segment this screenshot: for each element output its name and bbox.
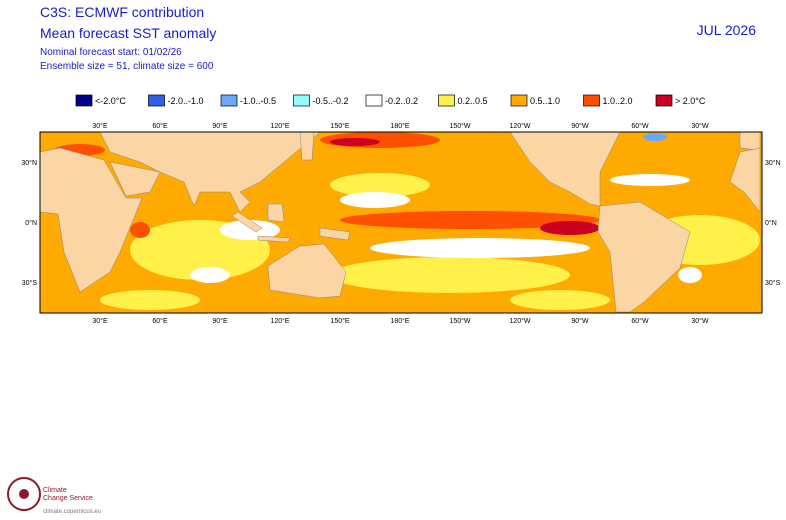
subtitle-line: Ensemble size = 51, climate size = 600 (40, 61, 214, 72)
map: 30°E 30°E 60°E 60°E 90°E 90°E 120°E 120°E 150°E 1… (21, 122, 780, 325)
legend-swatch (655, 94, 673, 107)
land (40, 132, 761, 313)
longitude-label: 60°E (152, 317, 168, 325)
longitude-label: 180°E (390, 317, 409, 325)
longitude-label: 30°W (691, 122, 709, 130)
legend-swatch (148, 94, 165, 107)
longitude-label: 90°W (571, 122, 589, 130)
longitude-label: 30°W (691, 317, 709, 325)
legend-label: -0.5..-0.2 (313, 96, 349, 106)
longitude-label: 60°W (631, 317, 649, 325)
logo: Climate Change Service climate.copernicu… (7, 477, 101, 515)
legend-swatch (583, 94, 600, 107)
legend-label: 0.2..0.5 (458, 96, 488, 106)
logo-mark (7, 477, 41, 511)
logo-mark (19, 489, 29, 499)
longitude-label: 30°E (92, 317, 108, 325)
latitude-label: 30°S (765, 279, 781, 287)
legend-label: 0.5..1.0 (530, 96, 560, 106)
anomaly-near-zero (190, 174, 702, 283)
legend-swatch (220, 94, 238, 107)
longitude-label: 120°E (270, 317, 289, 325)
logo-url: climate.copernicus.eu (43, 509, 101, 515)
legend-label: -0.2..0.2 (385, 96, 418, 106)
longitude-label: 90°E (212, 317, 228, 325)
legend: <-2.0°C -2.0..-1.0 -1.0..-0.5 -0.5..-0.2 -0.… (75, 94, 706, 107)
legend-label: -1.0..-0.5 (240, 96, 276, 106)
forecast-month: JUL 2026 (697, 22, 757, 38)
logo-text: Change Service (43, 495, 93, 502)
longitude-label: 90°W (571, 317, 589, 325)
logo-text: Climate (43, 487, 67, 494)
latitude-label: 0°N (25, 219, 37, 227)
longitude-label: 150°W (449, 317, 470, 325)
legend-label: -2.0..-1.0 (168, 96, 204, 106)
longitude-label: 60°E (152, 122, 168, 130)
legend-label: 1.0..2.0 (603, 96, 633, 106)
subtitle-line: Nominal forecast start: 01/02/26 (40, 47, 182, 58)
longitude-label: 150°E (330, 122, 349, 130)
longitude-label: 120°W (509, 122, 530, 130)
title-line: Mean forecast SST anomaly (40, 25, 216, 41)
longitude-label: 150°W (449, 122, 470, 130)
anomaly-0-2-0-5 (100, 173, 760, 310)
anomaly-cool (643, 133, 667, 141)
longitude-label: 90°E (212, 122, 228, 130)
latitude-label: 0°N (765, 219, 777, 227)
latitude-label: 30°N (765, 159, 781, 167)
legend-swatch (75, 94, 93, 107)
legend-swatch (510, 94, 528, 107)
longitude-label: 150°E (330, 317, 349, 325)
legend-swatch (293, 94, 310, 107)
anomaly-warm (55, 132, 600, 238)
map-frame (39, 131, 763, 314)
latitude-label: 30°S (22, 279, 38, 287)
legend-label: > 2.0°C (675, 96, 706, 106)
longitude-label: 30°E (92, 122, 108, 130)
longitude-label: 180°E (390, 122, 409, 130)
legend-swatch (365, 94, 383, 107)
longitude-label: 120°E (270, 122, 289, 130)
legend-label: <-2.0°C (95, 96, 126, 106)
map-axes: 30°E 30°E 60°E 60°E 90°E 90°E 120°E 120°E 150°E 1… (21, 122, 780, 325)
longitude-label: 60°W (631, 122, 649, 130)
latitude-label: 30°N (21, 159, 37, 167)
longitude-label: 120°W (509, 317, 530, 325)
legend-swatch (438, 94, 455, 107)
title-line: C3S: ECMWF contribution (40, 4, 204, 20)
